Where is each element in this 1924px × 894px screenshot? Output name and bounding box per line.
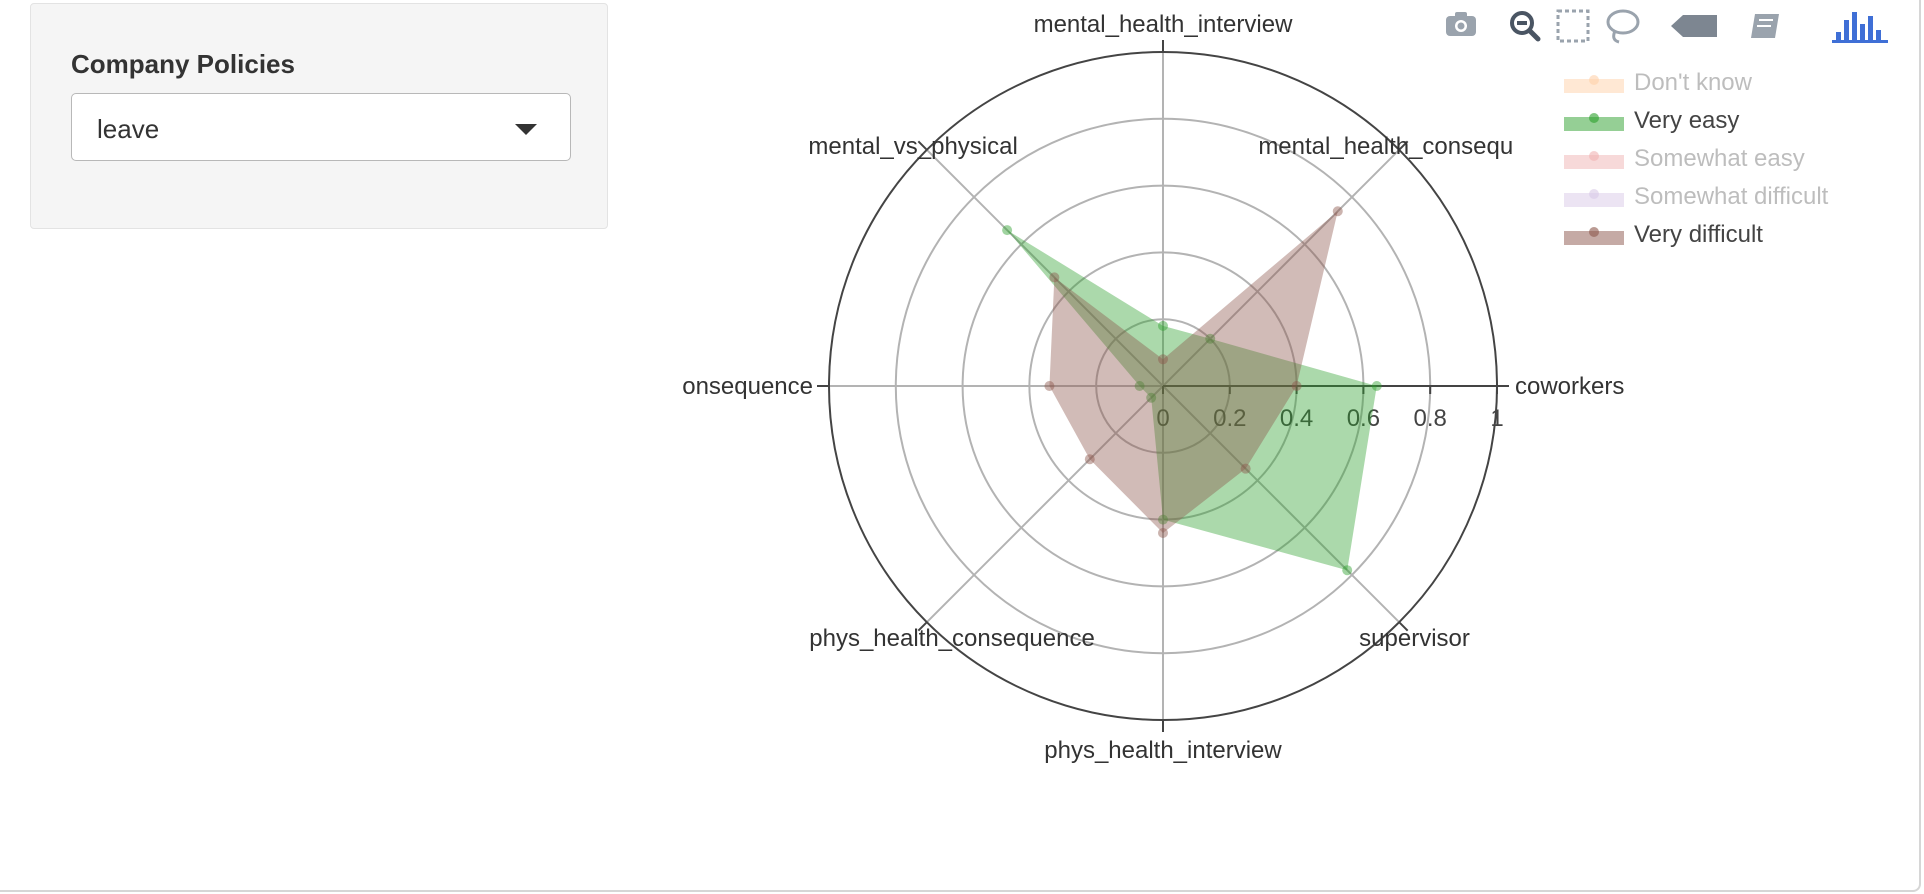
legend-label: Don't know xyxy=(1634,69,1753,96)
modebar xyxy=(1446,9,1888,44)
legend-item-very-easy[interactable]: Very easy xyxy=(1564,107,1739,134)
angular-axis-label: coworkers xyxy=(1515,373,1624,400)
legend-marker xyxy=(1589,75,1599,85)
legend-item-don-t-know[interactable]: Don't know xyxy=(1564,69,1753,96)
chevron-down-icon[interactable] xyxy=(515,124,537,135)
radial-tick-label: 0.8 xyxy=(1414,405,1447,432)
lasso-select-icon[interactable] xyxy=(1606,9,1640,44)
plotly-logo-icon[interactable] xyxy=(1832,12,1888,43)
book-icon[interactable] xyxy=(1751,14,1779,38)
data-point[interactable] xyxy=(1158,527,1168,538)
autoscale-icon[interactable] xyxy=(1671,15,1717,37)
angular-axis-label: mental_health_interview xyxy=(1034,11,1293,38)
data-point[interactable] xyxy=(1146,392,1157,403)
data-point[interactable] xyxy=(1205,333,1216,344)
legend-item-somewhat-easy[interactable]: Somewhat easy xyxy=(1564,145,1805,172)
data-point[interactable] xyxy=(1158,354,1168,365)
series-area xyxy=(1007,230,1377,571)
legend-item-very-difficult[interactable]: Very difficult xyxy=(1564,221,1763,248)
angular-axis-label: phys_health_interview xyxy=(1044,737,1282,764)
data-point[interactable] xyxy=(1084,454,1095,465)
data-point[interactable] xyxy=(1371,381,1382,391)
radial-tick-label: 0.2 xyxy=(1213,405,1246,432)
series-area xyxy=(1049,211,1338,533)
angular-tick xyxy=(917,621,928,632)
angular-grid-line xyxy=(926,385,1164,623)
legend-label: Very easy xyxy=(1634,107,1739,134)
legend-marker xyxy=(1589,227,1599,237)
angular-grid-line xyxy=(1162,385,1400,623)
legend-label: Somewhat easy xyxy=(1634,145,1805,172)
data-point[interactable] xyxy=(1049,272,1060,283)
data-point[interactable] xyxy=(1134,381,1145,391)
data-point[interactable] xyxy=(1240,463,1251,474)
legend-marker xyxy=(1589,113,1599,123)
radial-tick-label: 0 xyxy=(1156,405,1169,432)
angular-grid-line xyxy=(1162,149,1400,387)
legend-marker xyxy=(1589,189,1599,199)
legend-swatch xyxy=(1564,117,1624,131)
select-value: leave xyxy=(97,114,160,144)
angular-axis-label: mental_health_consequ xyxy=(1258,133,1513,160)
data-point[interactable] xyxy=(1158,320,1168,331)
legend-swatch xyxy=(1564,79,1624,93)
angular-axis-label: phys_health_consequence xyxy=(809,625,1095,652)
angular-axis-label: supervisor xyxy=(1359,625,1470,652)
angular-tick xyxy=(1398,140,1409,151)
data-point[interactable] xyxy=(1158,514,1168,525)
sidebar-panel: Company Policies leave xyxy=(30,3,608,229)
radial-tick-label: 1 xyxy=(1490,405,1503,432)
angular-axis-label: mental_vs_physical xyxy=(808,133,1017,160)
data-point[interactable] xyxy=(1291,381,1302,391)
angular-tick xyxy=(917,140,928,151)
legend-swatch xyxy=(1564,231,1624,245)
radial-tick-label: 0.4 xyxy=(1280,405,1313,432)
angular-grid-line xyxy=(926,149,1164,387)
data-point[interactable] xyxy=(1332,206,1343,217)
legend-swatch xyxy=(1564,155,1624,169)
box-select-icon[interactable] xyxy=(1556,9,1590,43)
data-point[interactable] xyxy=(1002,225,1013,236)
zoom-icon[interactable] xyxy=(1510,11,1541,42)
legend-marker xyxy=(1589,151,1599,161)
company-policies-label: Company Policies xyxy=(71,49,295,79)
data-point[interactable] xyxy=(1044,381,1055,391)
camera-icon[interactable] xyxy=(1446,12,1476,36)
series-very-difficult xyxy=(1044,206,1343,538)
legend-item-somewhat-difficult[interactable]: Somewhat difficult xyxy=(1564,183,1829,210)
legend-label: Very difficult xyxy=(1634,221,1763,248)
angular-axis-label: onsequence xyxy=(682,373,813,400)
legend-swatch xyxy=(1564,193,1624,207)
angular-tick xyxy=(1398,621,1409,632)
radial-tick-label: 0.6 xyxy=(1347,405,1380,432)
series-very-easy xyxy=(1002,225,1382,576)
company-policies-select[interactable]: leave xyxy=(71,93,571,161)
legend: Don't know Very easy Somewhat easy Somewhat… xyxy=(1564,69,1829,248)
data-point[interactable] xyxy=(1342,565,1353,576)
legend-label: Somewhat difficult xyxy=(1634,183,1829,210)
